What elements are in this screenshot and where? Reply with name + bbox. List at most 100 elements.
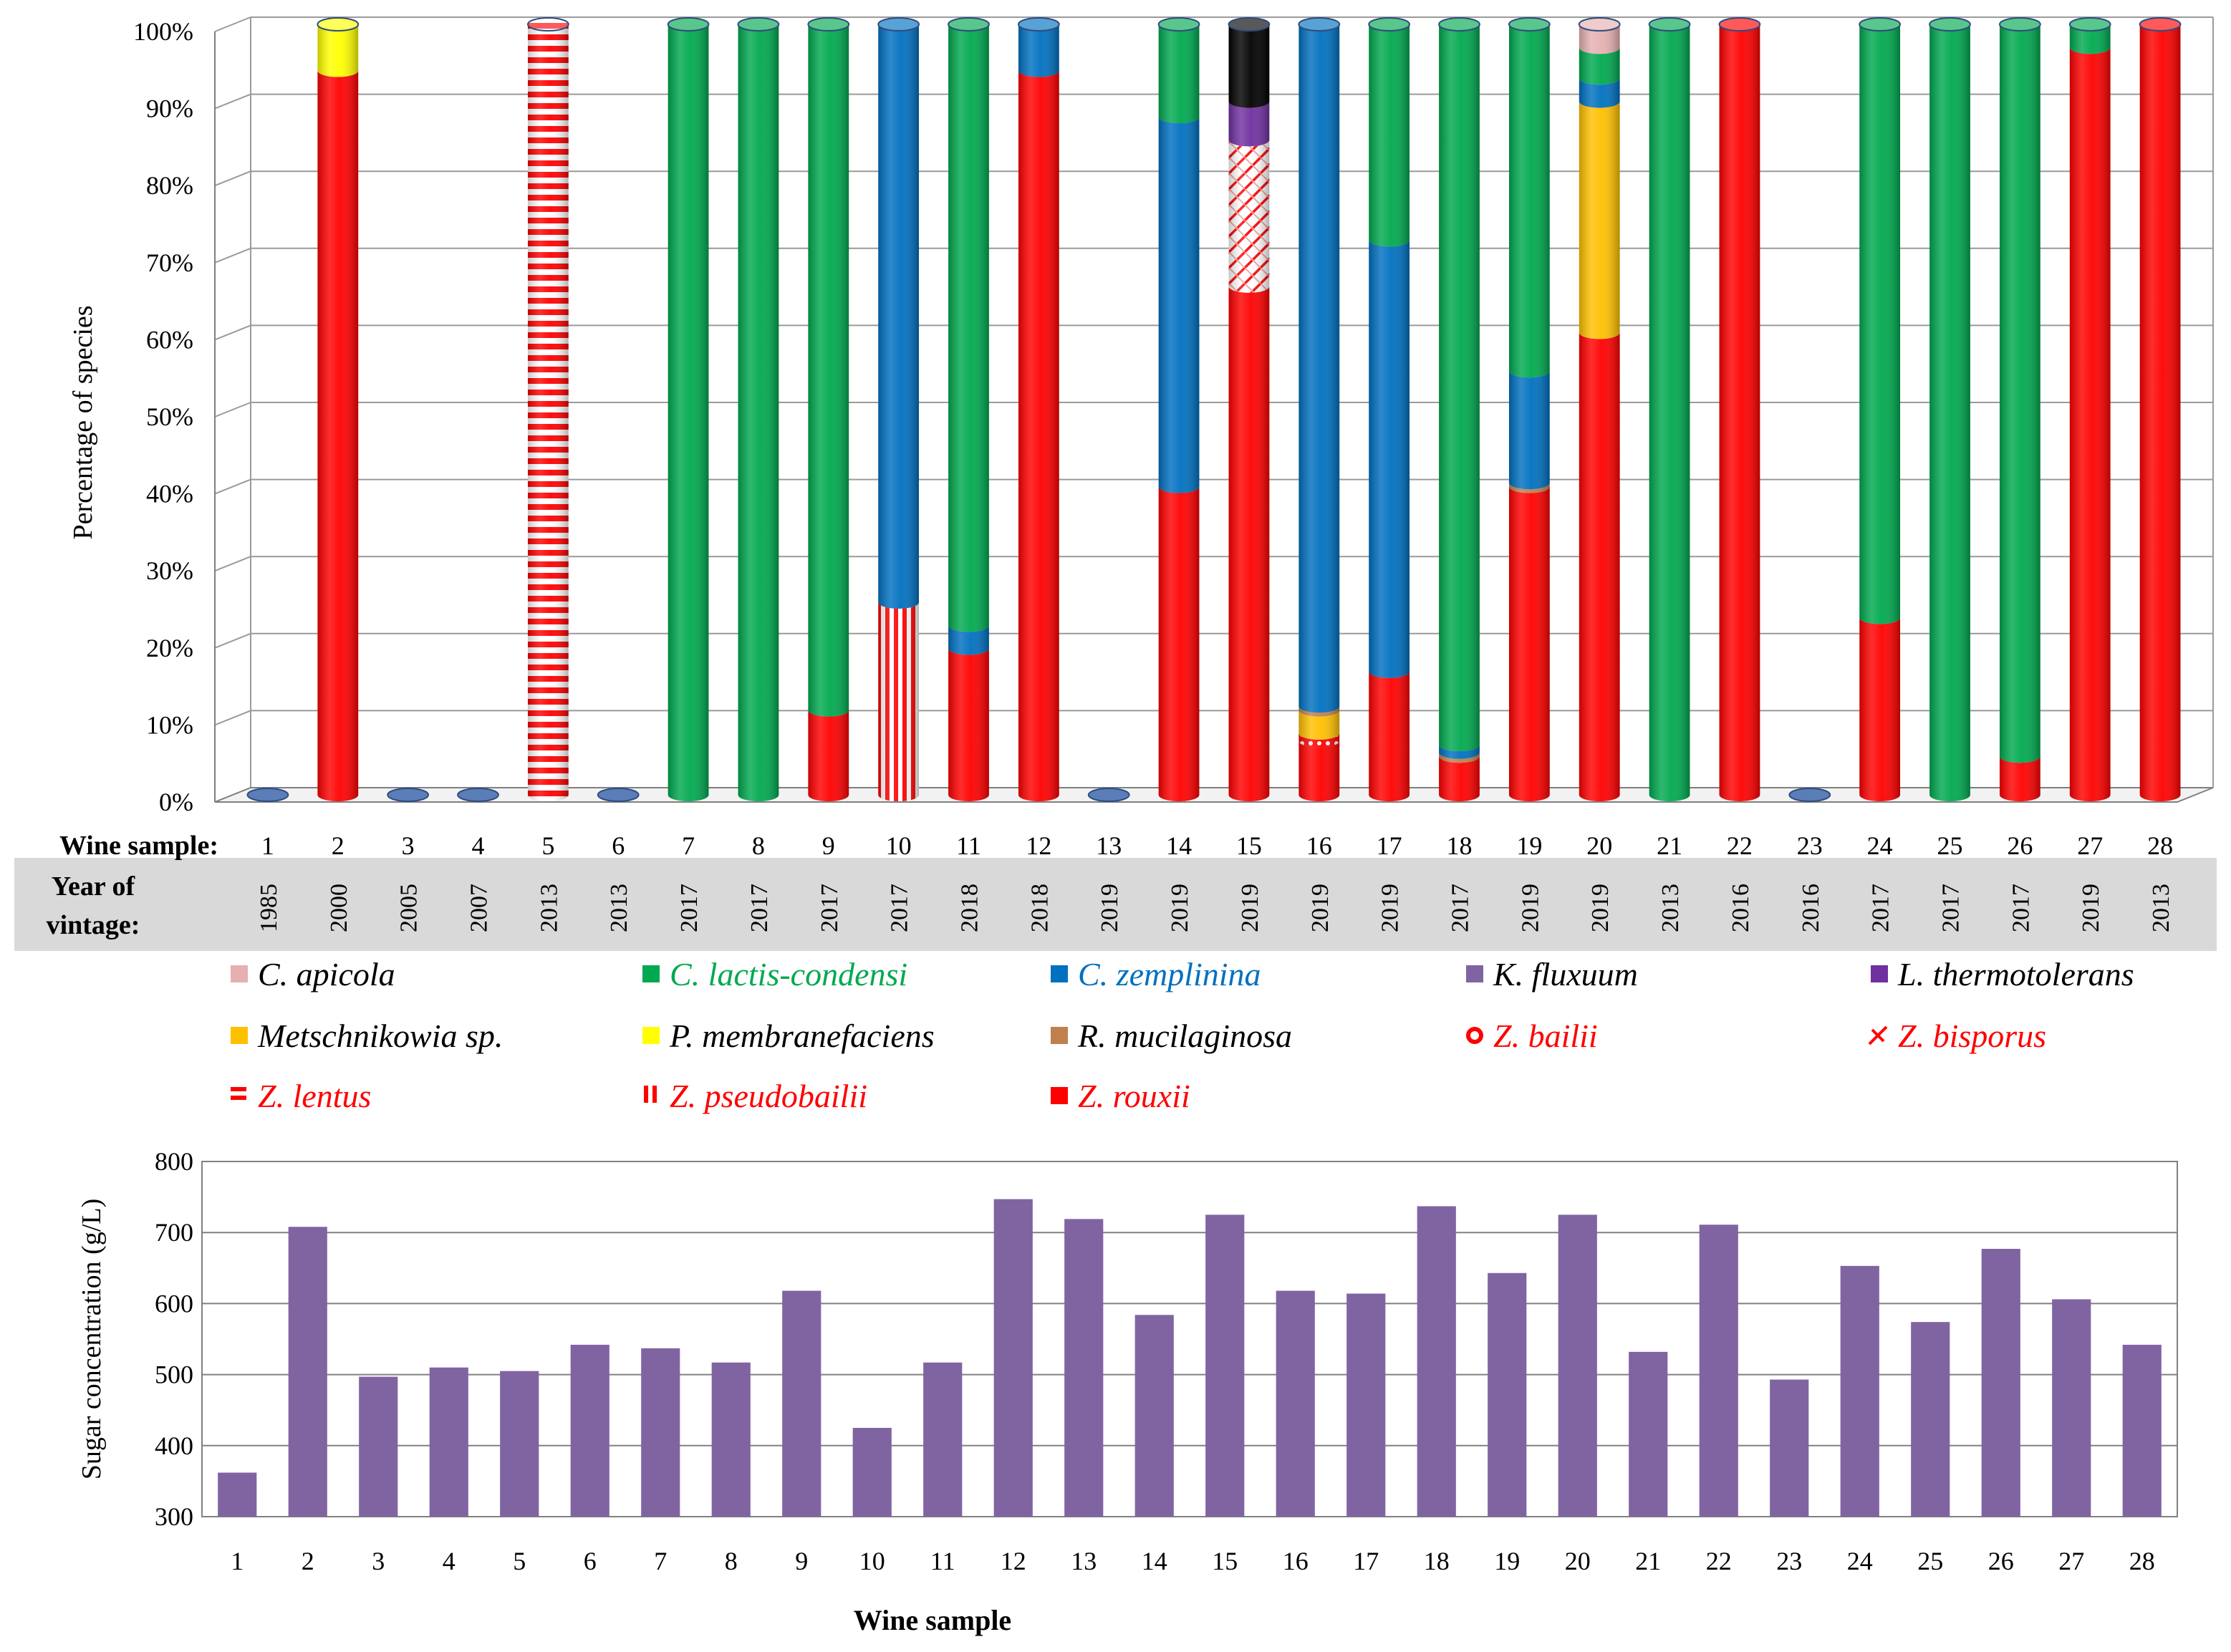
species-y-ticks: 0% 10% 20% 30% 40% 50% 60% 70% 80% 90% 100% [133, 17, 193, 816]
y-tick-label: 700 [155, 1218, 193, 1247]
species-bars [246, 17, 2182, 802]
species-y-axis-title: Percentage of species [68, 305, 98, 539]
bar-top-shade [317, 17, 360, 32]
segment-shade [317, 24, 359, 77]
bar-top-shade [2139, 17, 2182, 32]
sugar-bar-15 [1205, 1214, 1245, 1517]
legend-label: Z. bailii [1493, 1018, 1598, 1054]
legend-item-mucil: R. mucilaginosa [1051, 1018, 1292, 1054]
bar-top-shade [1648, 17, 1691, 32]
x-tick-label: 22 [1706, 1547, 1732, 1575]
legend-label: Metschnikowia sp. [257, 1018, 503, 1054]
year-label: 2007 [466, 884, 493, 932]
sample-label: 1 [261, 831, 274, 860]
segment-shade [1228, 140, 1270, 293]
bar-top [738, 18, 779, 31]
bar-top [808, 18, 849, 31]
sugar-bar-5 [500, 1371, 539, 1517]
legend-item-thermo: L. thermotolerans [1871, 956, 2134, 992]
y-tick-label: 40% [146, 480, 193, 508]
sample-label: 22 [1727, 831, 1753, 860]
segment-shade [1508, 24, 1550, 378]
species-bar-19 [1508, 17, 1551, 801]
year-label: 2013 [536, 884, 562, 932]
species-bar-13 [1087, 788, 1130, 802]
bar-top-shade [1157, 17, 1200, 32]
y-tick-label: 80% [146, 171, 193, 200]
gridline-diagonal [214, 16, 251, 32]
year-label: 2019 [1307, 884, 1334, 932]
segment-shade [1298, 740, 1340, 801]
year-label: 2016 [1728, 884, 1754, 932]
sample-label: 24 [1867, 831, 1893, 860]
x-tick-label: 6 [584, 1547, 597, 1575]
year-label: 2019 [1377, 884, 1404, 932]
sample-label: 26 [2007, 831, 2033, 860]
year-label: 2019 [1097, 884, 1123, 932]
segment-shade [1508, 486, 1550, 801]
segment-shade [1508, 483, 1550, 493]
segment-shade [1439, 756, 1480, 801]
bar-top [1158, 18, 1200, 31]
year-label: 2018 [957, 884, 983, 932]
x-tick-label: 26 [1988, 1547, 2014, 1575]
x-tick-label: 18 [1424, 1547, 1450, 1575]
x-tick-label: 20 [1565, 1547, 1591, 1575]
sample-label: 27 [2077, 831, 2103, 860]
sample-label: 21 [1657, 831, 1682, 860]
y-tick-label: 500 [155, 1361, 193, 1389]
year-label: 2018 [1026, 884, 1053, 932]
sample-label: 10 [886, 831, 912, 860]
sample-label: 17 [1377, 831, 1402, 860]
species-bar-8 [737, 17, 780, 801]
wine-sample-row-label: Wine sample: [59, 831, 218, 861]
bar-top-shade [1929, 17, 1971, 32]
x-tick-label: 11 [930, 1547, 955, 1575]
legend-swatch [231, 1087, 246, 1091]
sugar-bar-18 [1417, 1206, 1456, 1517]
legend-swatch [231, 965, 248, 982]
segment-shade [1298, 733, 1340, 748]
bar-top [1859, 18, 1901, 31]
sugar-bar-24 [1840, 1265, 1879, 1517]
legend-item-metsch: Metschnikowia sp. [231, 1018, 503, 1054]
bar-top [1369, 18, 1410, 31]
species-bar-12 [1017, 17, 1060, 801]
x-tick-label: 15 [1212, 1547, 1238, 1575]
sugar-bar-9 [782, 1290, 821, 1517]
bar-top [2069, 18, 2111, 31]
bar-top-shade [526, 17, 569, 32]
segment-shade [1439, 745, 1480, 759]
y-tick-label: 70% [146, 248, 193, 277]
sugar-bar-10 [852, 1428, 892, 1517]
sugar-bar-4 [429, 1367, 468, 1517]
segment-shade [2139, 24, 2181, 801]
year-label: 2013 [606, 884, 632, 932]
year-label: 2019 [1587, 884, 1614, 932]
legend-swatch [642, 1027, 660, 1044]
bar-top-shade [1859, 17, 1902, 32]
bar-top [317, 18, 359, 31]
legend-item-lentus: Z. lentus [231, 1078, 371, 1114]
empty-bar-disc [246, 788, 289, 802]
species-bar-24 [1859, 17, 1902, 801]
x-tick-label: 27 [2058, 1547, 2084, 1575]
segment-shade [808, 710, 849, 801]
bar-top-shade [1368, 17, 1411, 32]
legend-swatch [1466, 965, 1483, 982]
bar-top [1719, 18, 1760, 31]
x-tick-label: 13 [1071, 1547, 1097, 1575]
year-label: 2013 [2148, 884, 2174, 932]
sample-label: 18 [1447, 831, 1473, 860]
species-bar-6 [597, 788, 640, 802]
sugar-bar-1 [218, 1472, 257, 1517]
segment-shade [1649, 24, 1690, 801]
bar-top-shade [1017, 17, 1060, 32]
species-bar-10 [877, 17, 920, 801]
segment-shade [1298, 706, 1340, 717]
legend-label: K. fluxuum [1493, 956, 1638, 992]
sample-label: 7 [682, 831, 695, 860]
sugar-bar-25 [1911, 1322, 1950, 1517]
